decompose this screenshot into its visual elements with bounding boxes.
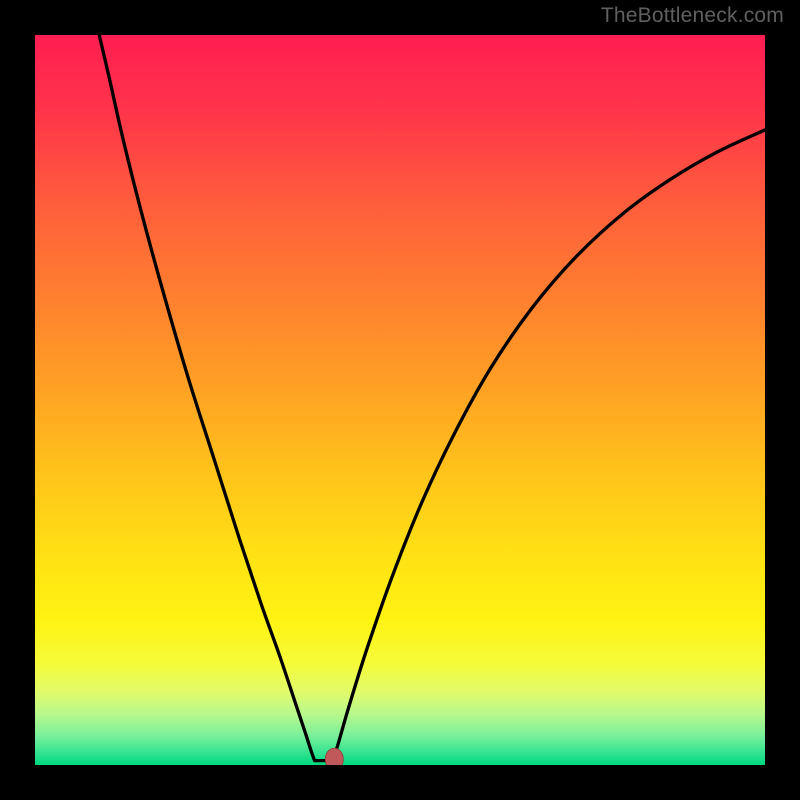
optimal-point-marker xyxy=(325,748,343,765)
bottleneck-curve xyxy=(99,35,765,761)
watermark-text: TheBottleneck.com xyxy=(601,4,784,28)
plot-area xyxy=(35,35,765,765)
chart-curve-layer xyxy=(35,35,765,765)
